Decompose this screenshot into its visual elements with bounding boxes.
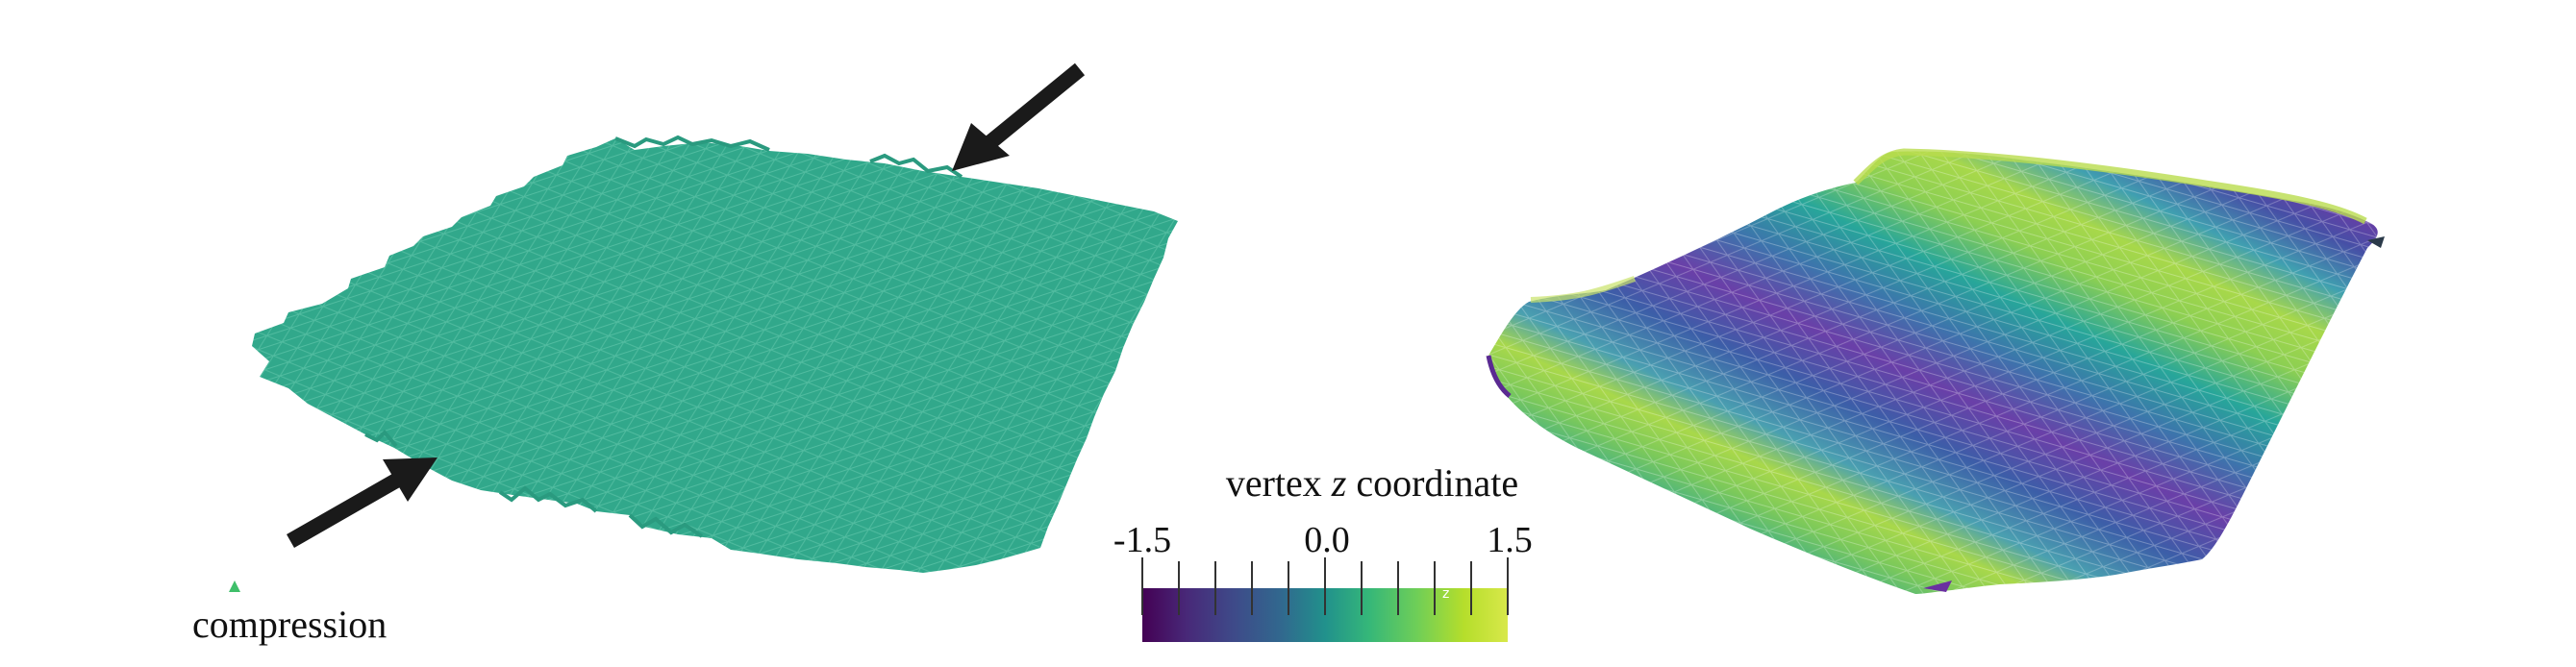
colorbar-tick-label-mid: 0.0	[1304, 520, 1350, 560]
buckled-sheet-ridge-2	[1853, 148, 2367, 225]
colorbar-title: vertex z coordinate	[1226, 461, 1518, 505]
compression-arrow-bottom	[287, 457, 438, 548]
flat-sheet-surface	[252, 138, 1178, 573]
colorbar: vertex z coordinate -1.5 0.0 1.5 z	[1113, 461, 1533, 642]
compression-caption: compression	[192, 603, 387, 646]
colorbar-tick-label-min: -1.5	[1113, 520, 1171, 560]
flat-sheet-edge	[364, 135, 963, 538]
colorbar-tick-label-max: 1.5	[1487, 520, 1533, 560]
colorbar-ticks	[1141, 557, 1509, 615]
buckled-sheet-left-edge	[1486, 355, 1512, 398]
colorbar-glyph: z	[1442, 586, 1449, 602]
flat-sheet	[252, 135, 1178, 573]
corner-tip-bottom	[1923, 581, 1952, 592]
buckled-sheet-ridge-1	[1530, 276, 1636, 303]
corner-tip-right	[2367, 236, 2385, 248]
small-marker-icon	[229, 581, 240, 592]
buckled-sheet	[1486, 148, 2385, 594]
compression-arrow-top	[952, 62, 1086, 171]
